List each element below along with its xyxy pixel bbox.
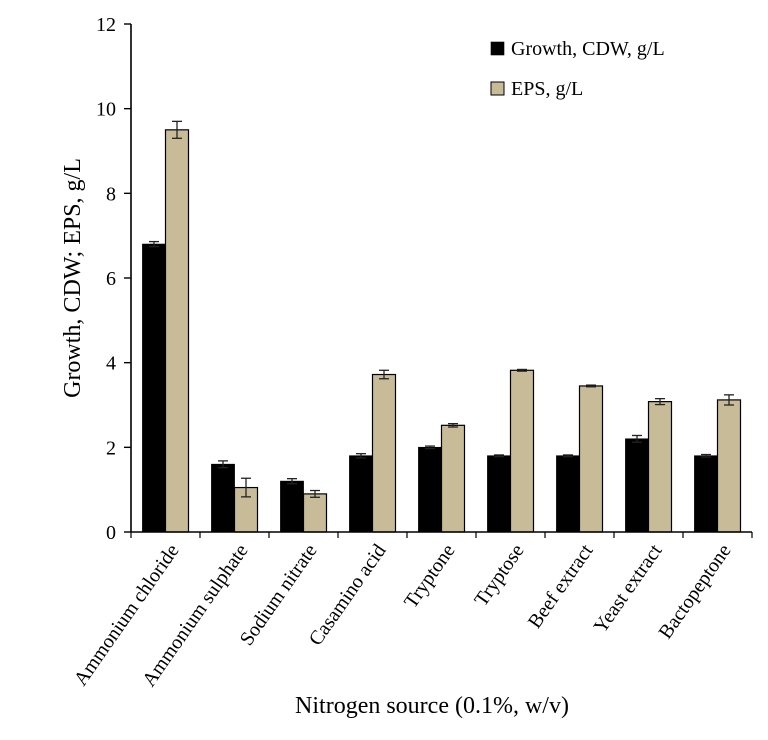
y-axis-title: Growth, CDW; EPS, g/L bbox=[60, 158, 86, 398]
eps-bar bbox=[164, 129, 190, 533]
y-tick-label: 0 bbox=[106, 522, 116, 544]
growth-bar bbox=[694, 455, 718, 533]
plot-area bbox=[142, 120, 742, 533]
x-tick-label: Beef extract bbox=[524, 540, 598, 633]
legend-swatch-growth bbox=[490, 41, 505, 56]
y-tick-label: 6 bbox=[106, 268, 116, 290]
growth-bar bbox=[418, 446, 442, 533]
y-tick-label: 12 bbox=[96, 14, 116, 36]
growth-bar bbox=[487, 455, 511, 533]
y-tick-label: 4 bbox=[106, 353, 116, 375]
y-tick-label: 8 bbox=[106, 183, 116, 205]
y-tick-label: 2 bbox=[106, 437, 116, 459]
x-tick-label: Tryptose bbox=[470, 540, 528, 610]
eps-bar bbox=[302, 493, 328, 533]
x-tick-label: Bactopeptone bbox=[654, 540, 735, 643]
x-axis-title: Nitrogen source (0.1%, w/v) bbox=[295, 693, 569, 719]
eps-bar bbox=[440, 424, 466, 533]
growth-bar bbox=[556, 455, 580, 533]
eps-bar bbox=[371, 373, 397, 533]
x-tick-label: Yeast extract bbox=[590, 540, 667, 637]
eps-bar bbox=[716, 399, 742, 533]
eps-bar bbox=[578, 385, 604, 533]
legend-label: Growth, CDW, g/L bbox=[511, 38, 665, 60]
legend: Growth, CDW, g/L EPS, g/L bbox=[490, 38, 665, 100]
growth-bar bbox=[349, 455, 373, 533]
growth-bar bbox=[625, 438, 649, 533]
legend-swatch-eps bbox=[490, 81, 505, 96]
eps-bar bbox=[509, 369, 535, 533]
growth-bar bbox=[142, 243, 166, 533]
eps-bar bbox=[647, 401, 673, 533]
y-tick-label: 10 bbox=[96, 99, 116, 121]
growth-bar bbox=[280, 480, 304, 533]
growth-bar bbox=[211, 463, 235, 533]
legend-label: EPS, g/L bbox=[511, 78, 583, 100]
x-tick-label: Tryptone bbox=[400, 540, 460, 612]
